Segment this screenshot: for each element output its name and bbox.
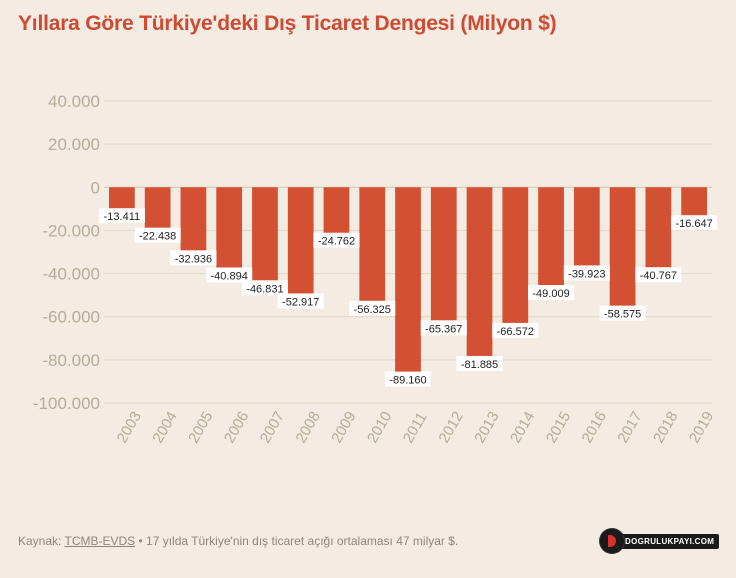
bar <box>287 187 314 302</box>
x-tick-label: 2019 <box>686 409 717 446</box>
value-label-bg <box>671 215 718 231</box>
value-label: -65.367 <box>425 323 462 335</box>
brand-logo[interactable]: DOGRULUKPAYI.COM <box>600 529 722 553</box>
bar <box>252 187 278 289</box>
value-label: -22.438 <box>139 231 176 243</box>
value-label: -56.325 <box>354 304 391 316</box>
bar <box>216 187 243 276</box>
x-tick-label: 2008 <box>292 409 323 446</box>
value-label: -40.767 <box>640 270 677 282</box>
value-label-bg <box>241 280 288 296</box>
footer: Kaynak: TCMB-EVDS • 17 yılda Türkiye'nin… <box>18 534 458 548</box>
x-tick-label: 2015 <box>543 409 574 446</box>
x-tick-label: 2005 <box>185 409 216 446</box>
value-label: -49.009 <box>532 288 569 300</box>
value-label: -89.160 <box>389 375 426 387</box>
x-tick-label: 2012 <box>436 409 467 446</box>
value-label: -24.762 <box>318 236 355 248</box>
x-tick-label: 2007 <box>257 409 288 446</box>
x-tick-label: 2013 <box>471 409 502 446</box>
value-label-bg <box>528 285 575 301</box>
y-tick-label: -60.000 <box>42 308 100 327</box>
bar <box>395 187 421 380</box>
value-label: -16.647 <box>675 218 712 230</box>
x-tick-label: 2009 <box>328 409 359 446</box>
value-label: -39.923 <box>568 268 605 280</box>
bar <box>538 187 564 294</box>
bar <box>359 187 386 309</box>
y-tick-label: -100.000 <box>33 394 100 413</box>
bar <box>502 187 529 331</box>
value-label: -40.894 <box>211 270 248 282</box>
logo-icon <box>600 529 624 553</box>
value-label-bg <box>134 227 181 243</box>
source-link[interactable]: TCMB-EVDS <box>64 534 136 548</box>
bar <box>645 187 672 276</box>
bar <box>323 187 350 241</box>
logo-text: DOGRULUKPAYI.COM <box>620 533 720 549</box>
value-label-bg <box>313 232 360 248</box>
y-tick-label: -40.000 <box>42 265 100 284</box>
value-label-bg <box>456 355 503 371</box>
value-label: -46.831 <box>246 283 283 295</box>
y-tick-label: 40.000 <box>48 92 100 111</box>
value-label-bg <box>277 293 324 309</box>
bar <box>466 187 493 364</box>
value-label: -13.411 <box>104 211 141 223</box>
bar <box>144 187 171 236</box>
y-tick-label: -20.000 <box>42 221 100 240</box>
x-tick-label: 2016 <box>579 409 610 446</box>
value-label-bg <box>170 250 217 266</box>
x-axis-ticks: 2003 2004 2005 2006 2007 2008 2009 2010 2011 2012… <box>114 409 718 446</box>
value-label-bg <box>384 371 432 387</box>
x-tick-label: 2010 <box>364 409 395 446</box>
y-tick-label: -80.000 <box>42 351 100 370</box>
source-label: Kaynak: <box>18 534 62 548</box>
value-label: -32.936 <box>175 253 212 265</box>
value-label-bg <box>420 320 467 336</box>
value-labels: -13.411 -22.438 -32.936 -40.894-46.831-52.9… <box>98 208 718 387</box>
bar <box>430 187 457 329</box>
y-tick-label: 20.000 <box>48 135 100 154</box>
x-tick-label: 2017 <box>614 409 645 446</box>
x-tick-label: 2003 <box>114 409 145 446</box>
chart-title: Yıllara Göre Türkiye'deki Dış Ticaret De… <box>18 12 557 35</box>
footer-note: • 17 yılda Türkiye'nin dış ticaret açığı… <box>138 534 459 548</box>
x-tick-label: 2018 <box>650 409 681 446</box>
value-label-bg <box>98 208 145 224</box>
y-axis-ticks: 40.000 20.000 0 -20.000 -40.000 -60.000 -80.00… <box>33 92 100 413</box>
value-label: -52.917 <box>282 296 319 308</box>
value-label-bg <box>206 267 253 283</box>
bar <box>609 187 636 314</box>
value-label-bg <box>563 265 610 281</box>
bar <box>573 187 600 274</box>
value-label: -66.572 <box>497 326 534 338</box>
y-tick-label: 0 <box>91 178 100 197</box>
bars <box>109 187 707 380</box>
value-label: -81.885 <box>461 359 498 371</box>
value-label-bg <box>599 305 646 321</box>
value-label-bg <box>349 300 396 316</box>
value-label-bg <box>492 322 539 338</box>
value-label-bg <box>635 267 682 283</box>
bar <box>180 187 207 259</box>
x-tick-label: 2014 <box>507 409 538 446</box>
x-tick-label: 2011 <box>400 410 431 446</box>
value-label: -58.575 <box>604 309 641 321</box>
x-tick-label: 2006 <box>221 409 252 446</box>
x-tick-label: 2004 <box>149 409 180 446</box>
